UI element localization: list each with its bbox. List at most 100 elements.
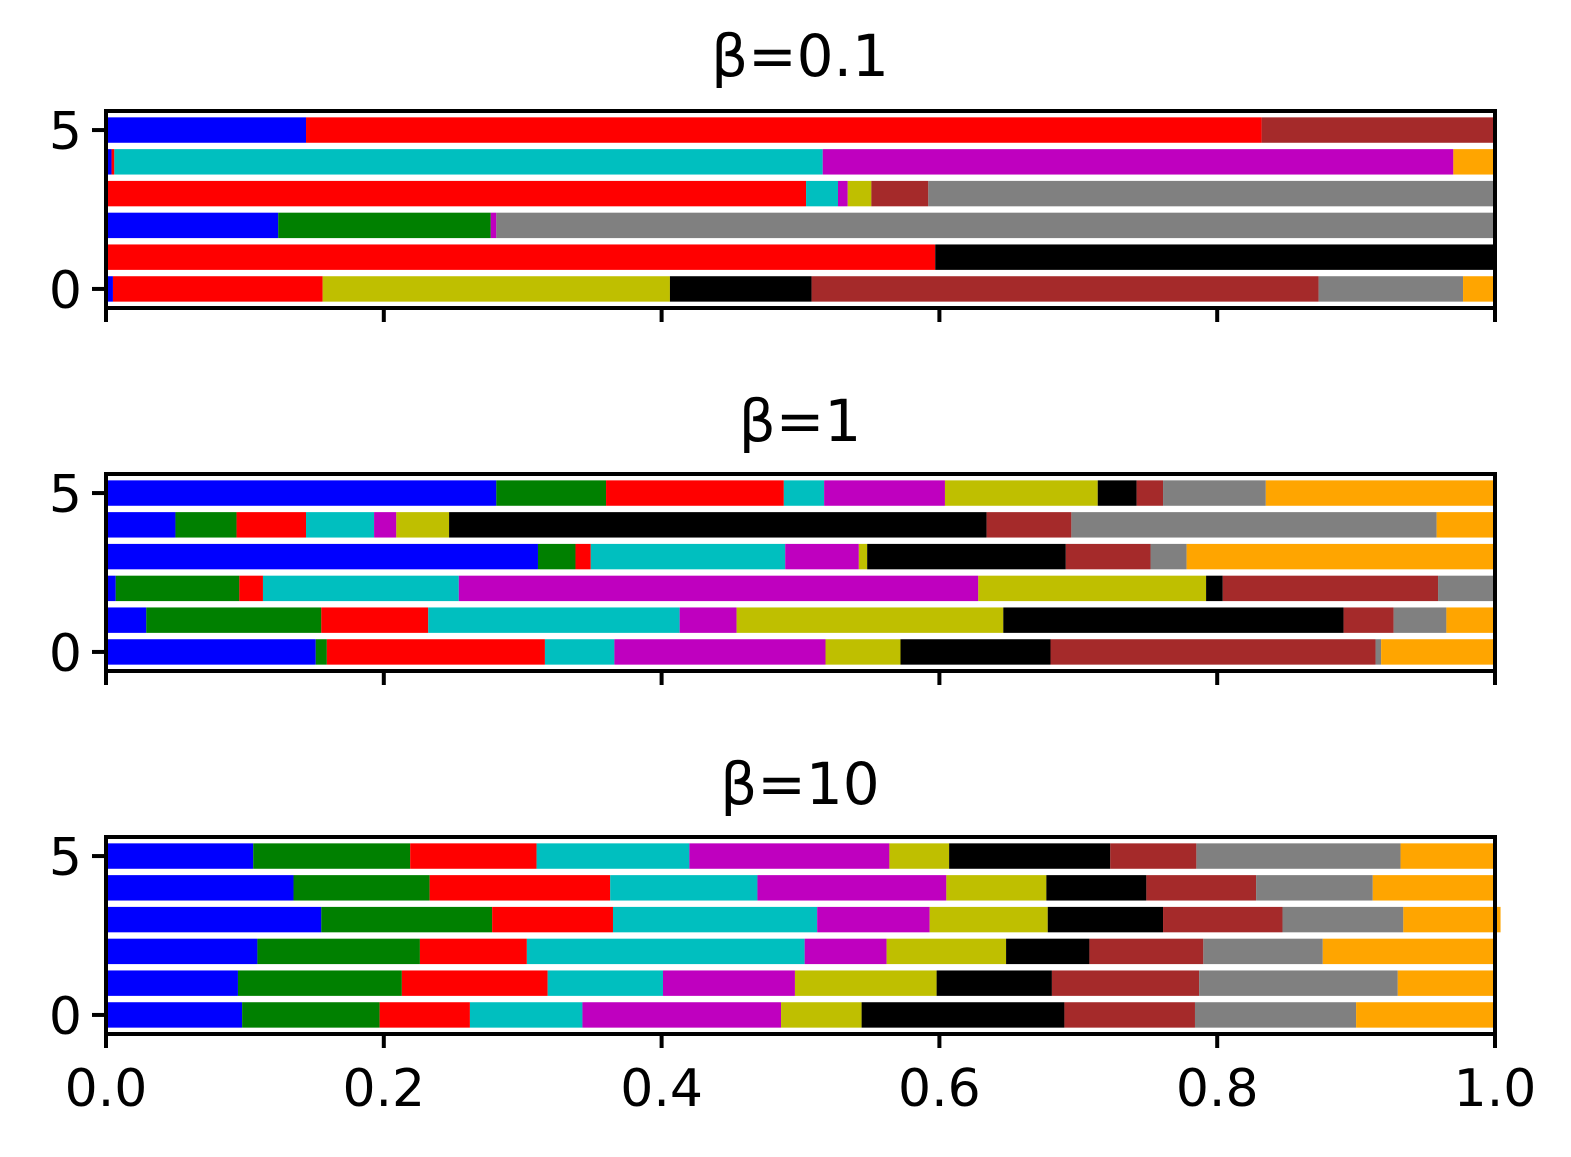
y-tick-label: 0 [49,261,82,321]
bar-segment-row4-magenta [374,512,397,538]
bar-segment-row2-orange [1322,938,1495,965]
bar-segment-row4-green [175,512,237,538]
bar-segment-row0-brown [1050,639,1376,665]
y-tick-label: 0 [49,987,82,1047]
x-tick-label: 0.6 [898,1059,981,1119]
bar-segment-row3-red [106,180,807,207]
y-tick-label: 0 [49,624,82,684]
bar-segment-row2-black [1206,575,1223,602]
tick-group: 05 [49,102,1497,322]
bar-segment-row2-gray [496,212,1496,239]
bar-segment-row2-gray [1203,938,1323,965]
bar-segment-row3-olive [847,180,872,207]
bar-segment-row2-magenta [804,938,887,965]
bar-segment-row2-blue [106,575,116,602]
bar-segment-row4-red [236,512,307,538]
bar-segment-row2-green [115,575,240,602]
bar-segment-row0-red [379,1002,470,1028]
bar-segment-row3-blue [106,543,538,570]
bar-segment-row3-brown [1163,906,1283,933]
bar-segment-row2-blue [106,938,258,965]
subplot-title: β=10 [720,750,879,818]
bar-segment-row2-red [239,575,263,602]
bar-segment-row5-brown [1136,480,1164,506]
bar-group [106,843,1501,1028]
bar-segment-row4-olive [946,875,1047,901]
bar-segment-row2-green [257,938,420,965]
bar-segment-row5-red [306,117,1262,143]
bar-segment-row4-red [111,149,115,175]
bar-segment-row3-magenta [838,180,848,207]
bar-segment-row5-red [606,480,784,506]
bar-segment-row3-magenta [785,543,859,570]
x-tick-label: 0.8 [1176,1059,1259,1119]
bar-segment-row2-black [1006,938,1090,965]
bar-segment-row5-blue [106,843,254,869]
bar-segment-row0-gray [1375,639,1382,665]
bar-segment-row0-black [669,276,812,302]
bar-segment-row5-green [253,843,411,869]
bar-segment-row0-gray [1194,1002,1357,1028]
bar-segment-row4-brown [1146,875,1257,901]
bar-segment-row4-black [449,512,987,538]
bar-segment-row2-green [278,212,491,239]
bar-segment-row1-gray [1393,607,1447,633]
bar-segment-row4-brown [986,512,1072,538]
bar-segment-row5-orange [1400,843,1495,869]
bar-segment-row3-brown [871,180,929,207]
bar-segment-row1-gray [1199,970,1398,996]
bar-segment-row4-cyan [114,149,823,175]
bar-segment-row2-brown [1222,575,1439,602]
bar-segment-row0-black [861,1002,1065,1028]
bar-segment-row2-cyan [262,575,459,602]
bar-segment-row2-gray [1438,575,1495,602]
bar-segment-row3-olive [858,543,868,570]
bar-segment-row4-orange [1436,512,1495,538]
subplot-beta-10: β=10 0 5 0.0 0.2 0.4 0.6 0.8 1.0 [49,750,1536,1119]
bar-segment-row4-blue [106,149,112,175]
bar-segment-row0-cyan [469,1002,583,1028]
bar-segment-row1-magenta [679,607,737,633]
bar-segment-row3-orange [1403,906,1501,933]
bar-segment-row2-brown [1089,938,1204,965]
bar-segment-row5-brown [1261,117,1495,143]
bar-segment-row1-green [146,607,322,633]
bar-segment-row3-orange [1186,543,1495,570]
bar-segment-row0-blue [106,276,113,302]
bar-segment-row1-olive [736,607,1004,633]
bar-segment-row3-gray [1282,906,1404,933]
bar-segment-row5-green [496,480,607,506]
y-tick-label: 5 [49,465,82,525]
x-tick-label: 1.0 [1454,1059,1537,1119]
bar-segment-row4-cyan [610,875,758,901]
bar-segment-row4-blue [106,875,294,901]
bar-segment-row1-blue [106,607,147,633]
bar-segment-row0-orange [1463,276,1495,302]
bar-segment-row3-green [321,906,493,933]
x-tick-label: 0.4 [620,1059,703,1119]
bar-segment-row0-magenta [614,639,826,665]
bar-segment-row2-magenta [490,212,497,239]
bar-segment-row5-red [410,843,537,869]
bar-segment-row3-red [492,906,613,933]
bar-segment-row1-black [935,244,1495,270]
bar-segment-row0-blue [106,639,316,665]
bar-segment-row4-black [1046,875,1147,901]
bar-segment-row0-cyan [544,639,615,665]
bar-segment-row0-green [242,1002,380,1028]
bar-segment-row5-gray [1163,480,1266,506]
bar-segment-row5-black [1097,480,1137,506]
bar-segment-row0-magenta [582,1002,782,1028]
bar-segment-row2-cyan [526,938,805,965]
bar-segment-row5-magenta [824,480,945,506]
bar-segment-row1-black [1003,607,1344,633]
bar-segment-row5-magenta [689,843,890,869]
bar-segment-row0-green [315,639,327,665]
bar-group [106,117,1496,302]
bar-segment-row0-black [900,639,1051,665]
bar-segment-row1-magenta [662,970,795,996]
bar-segment-row1-green [237,970,402,996]
bar-segment-row1-orange [1446,607,1495,633]
subplot-beta-1: β=1 05 [49,387,1497,685]
